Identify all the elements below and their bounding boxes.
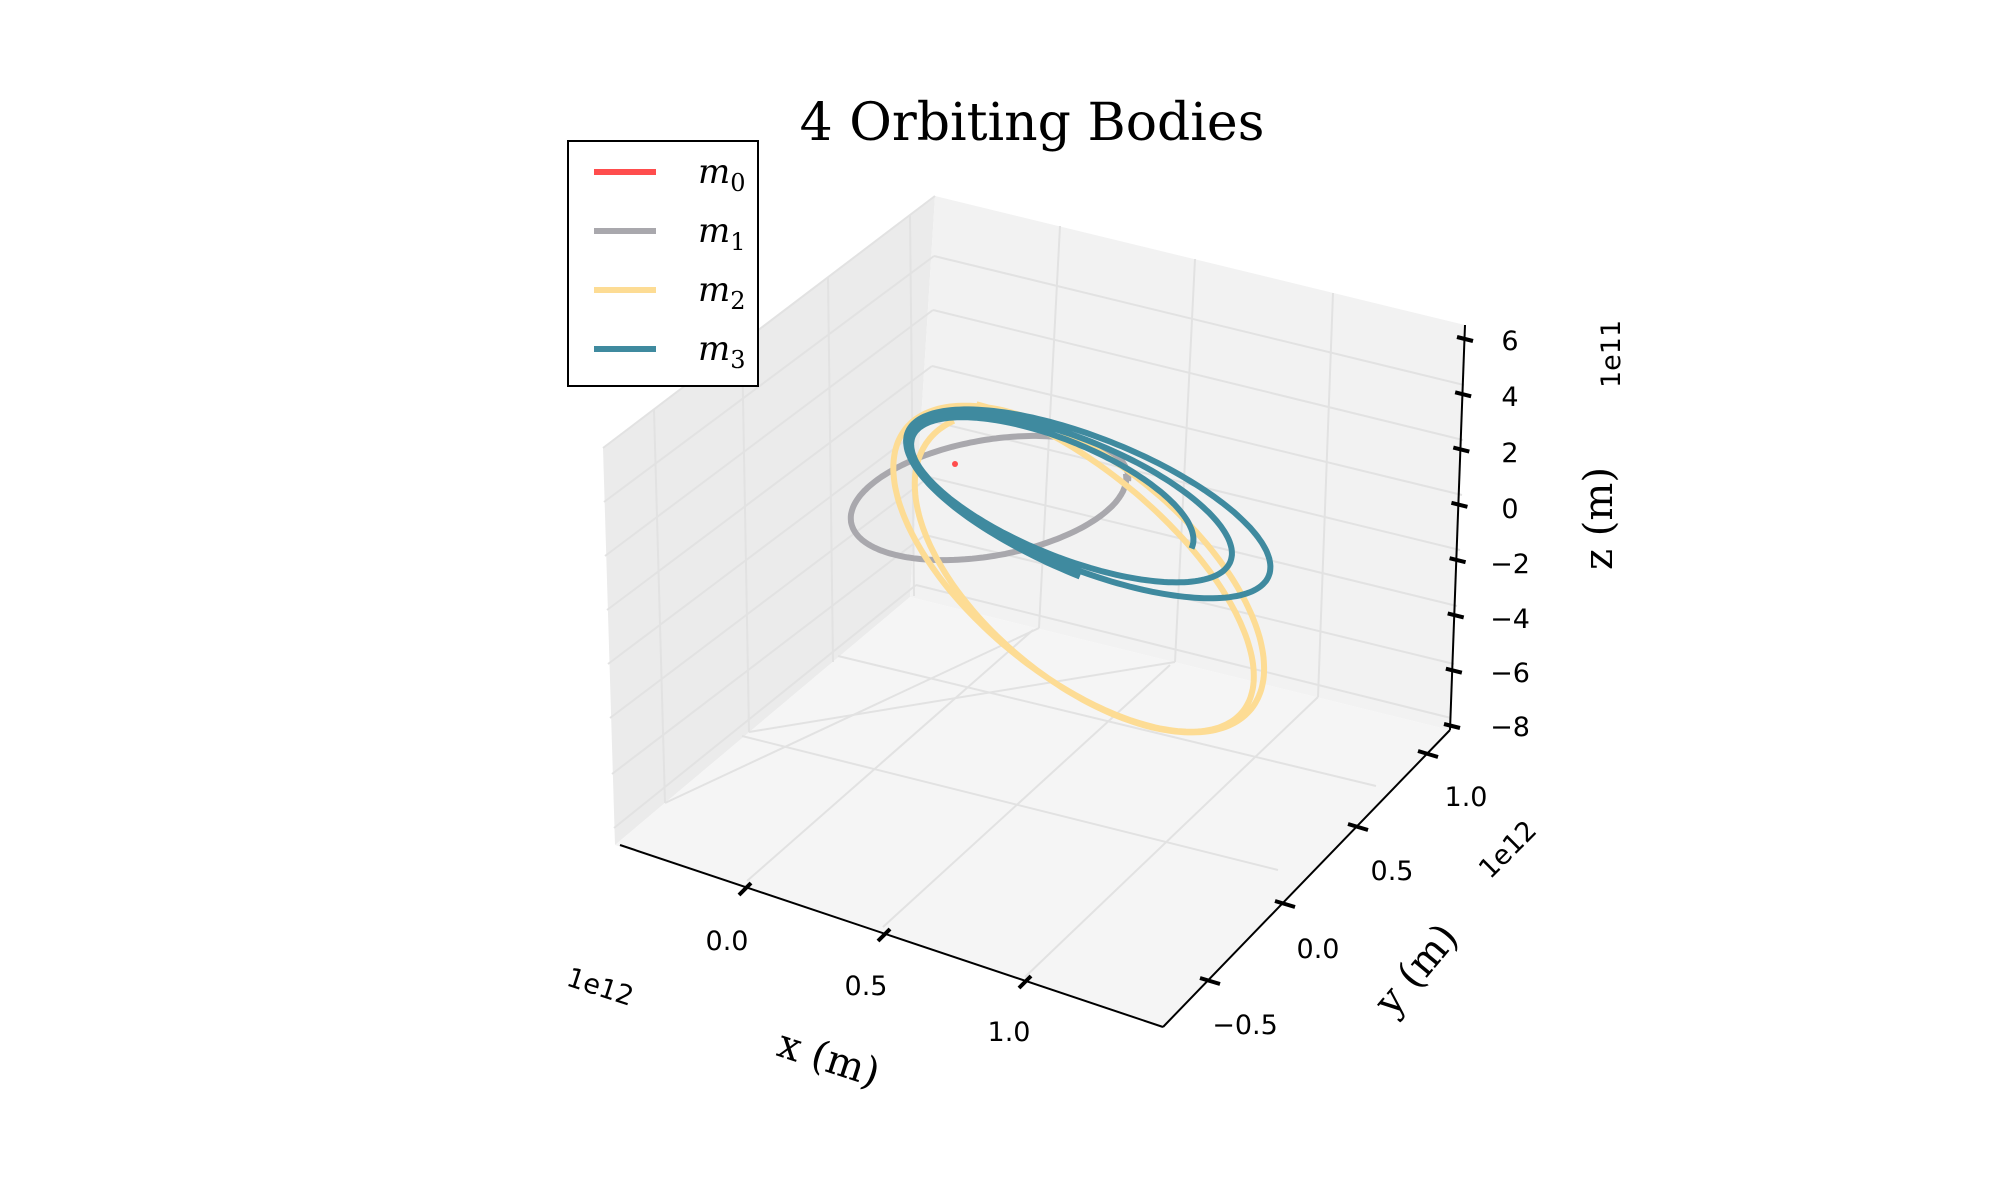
z-tick-mark xyxy=(1445,666,1463,675)
z-tick-mark xyxy=(1443,722,1461,730)
x-tick-label: 0.0 xyxy=(706,926,749,957)
axes-panes xyxy=(603,196,1465,1027)
y-tick-mark xyxy=(1417,749,1439,759)
z-axis-label: z (m) xyxy=(1576,467,1622,570)
z-tick-label: −6 xyxy=(1490,658,1530,689)
orbit-m2 xyxy=(890,401,1268,736)
y-tick-label: 1.0 xyxy=(1445,782,1488,813)
orbit-m3 xyxy=(903,406,1274,602)
z-tick-label: 0 xyxy=(1501,494,1518,525)
back-right-pane xyxy=(910,196,1465,730)
z-tick-label: −4 xyxy=(1490,604,1530,635)
z-tick-mark xyxy=(1456,335,1474,343)
x-tick-mark xyxy=(1017,974,1033,990)
x-tick-label: 0.5 xyxy=(845,971,888,1002)
x-tick-label: 1.0 xyxy=(988,1017,1031,1048)
z-tick-mark xyxy=(1447,611,1465,620)
y-tick-mark xyxy=(1347,822,1369,832)
y-offset-label: 1e12 xyxy=(1473,815,1543,885)
legend-subscript: 2 xyxy=(730,287,745,315)
y-tick-mark xyxy=(1274,899,1296,909)
x-offset-label: 1e12 xyxy=(563,962,637,1013)
x-tick-mark xyxy=(876,927,892,943)
y-tick-label: −0.5 xyxy=(1212,1010,1278,1041)
y-tick-label: 0.0 xyxy=(1297,934,1340,965)
z-tick-mark xyxy=(1454,390,1472,399)
z-tick-label: −8 xyxy=(1490,712,1530,743)
z-tick-mark xyxy=(1449,556,1467,565)
orbits xyxy=(847,401,1274,736)
x-axis-line xyxy=(619,844,1164,1028)
z-tick-label: −2 xyxy=(1490,549,1530,580)
z-tick-label: 2 xyxy=(1501,438,1518,469)
z-offset-label: 1e11 xyxy=(1596,320,1627,388)
tick-marks xyxy=(737,335,1474,990)
z-tick-label: 6 xyxy=(1501,326,1518,357)
legend-subscript: 0 xyxy=(730,169,745,197)
legend-subscript: 1 xyxy=(730,228,745,256)
y-tick-mark xyxy=(1199,976,1221,986)
legend-subscript: 3 xyxy=(730,346,745,374)
back-left-pane xyxy=(603,196,935,845)
z-tick-mark xyxy=(1452,445,1470,454)
y-axis-label: y (m) xyxy=(1365,915,1468,1025)
legend-label: m2 xyxy=(698,270,746,315)
z-tick-mark xyxy=(1450,500,1468,509)
chart-title: 4 Orbiting Bodies xyxy=(800,93,1265,153)
y-tick-label: 0.5 xyxy=(1371,856,1414,887)
body-m0 xyxy=(952,461,958,467)
legend-box xyxy=(567,140,759,387)
x-tick-mark xyxy=(737,881,753,897)
z-tick-label: 4 xyxy=(1501,382,1518,413)
x-axis-label: x (m) xyxy=(772,1021,886,1097)
y-axis-line xyxy=(1162,729,1451,1028)
floor-pane xyxy=(615,597,1450,1027)
tick-labels: 0.0 0.5 1.0 −0.5 0.0 0.5 1.0 −8 −6 −4 −2 0 2 4 6 xyxy=(706,326,1530,1048)
